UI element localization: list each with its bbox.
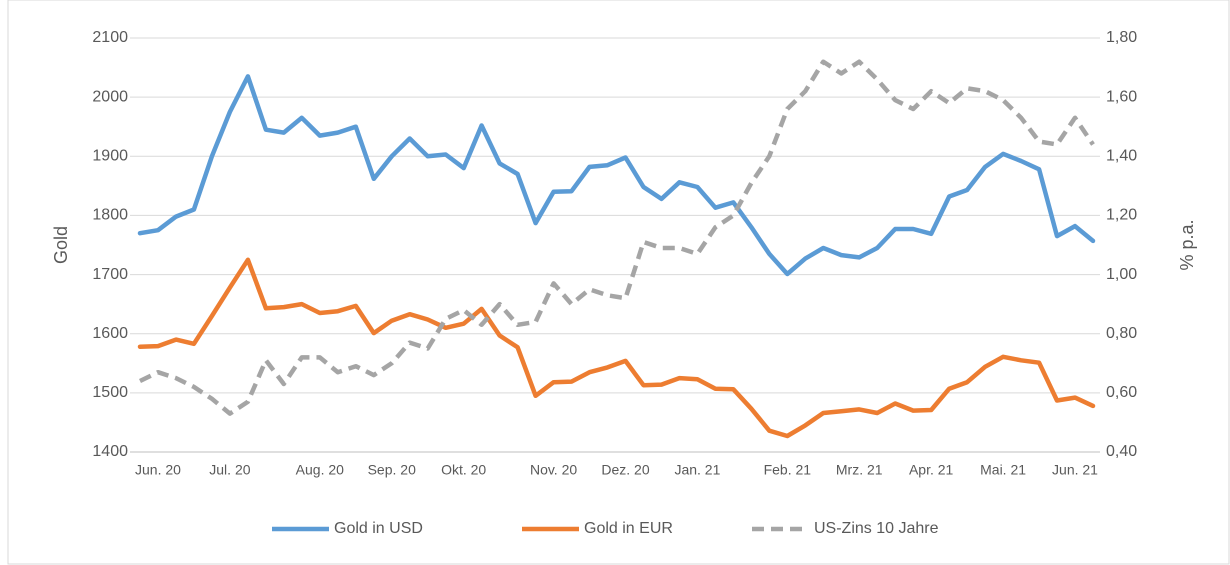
y-axis-title: Gold [51,226,71,264]
y2-tick-label: 0,60 [1106,384,1137,401]
y2-tick-label: 1,80 [1106,29,1137,46]
x-tick-label: Feb. 21 [764,462,812,478]
y2-tick-label: 0,40 [1106,443,1137,460]
x-tick-label: Dez. 20 [601,462,649,478]
y-tick-label: 1400 [92,443,128,460]
series-line [139,59,1095,416]
x-tick-label: Nov. 20 [530,462,577,478]
legend-label: US-Zins 10 Jahre [814,520,939,537]
x-tick-label: Jul. 20 [209,462,250,478]
y2-tick-label: 1,20 [1106,207,1137,224]
y2-tick-label: 1,60 [1106,88,1137,105]
y-tick-label: 1800 [92,207,128,224]
y2-tick-label: 1,00 [1106,266,1137,283]
x-tick-label: Mrz. 21 [836,462,883,478]
y-tick-label: 1900 [92,148,128,165]
y-tick-label: 1700 [92,266,128,283]
x-tick-label: Jun. 21 [1052,462,1098,478]
y2-axis-title: % p.a. [1177,219,1197,270]
y2-tick-label: 0,80 [1106,325,1137,342]
x-tick-label: Okt. 20 [441,462,486,478]
series-line [137,257,1096,439]
x-tick-label: Jun. 20 [135,462,181,478]
x-tick-label: Mai. 21 [980,462,1026,478]
y-tick-label: 2000 [92,88,128,105]
legend-label: Gold in EUR [584,520,673,537]
x-tick-label: Aug. 20 [296,462,344,478]
x-tick-label: Apr. 21 [909,462,954,478]
y2-tick-label: 1,40 [1106,148,1137,165]
series-line [137,74,1096,277]
chart-frame [7,0,1230,565]
y-tick-label: 2100 [92,29,128,46]
x-tick-label: Sep. 20 [368,462,416,478]
x-tick-label: Jan. 21 [674,462,720,478]
y-tick-label: 1500 [92,384,128,401]
y-tick-label: 1600 [92,325,128,342]
legend-label: Gold in USD [334,520,423,537]
